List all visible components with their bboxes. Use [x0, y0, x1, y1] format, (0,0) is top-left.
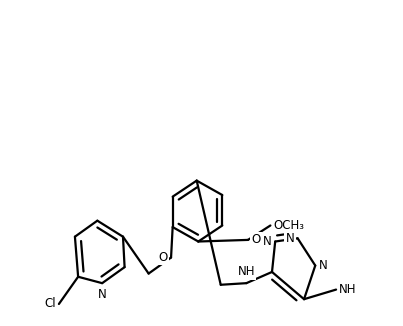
Text: N: N: [318, 259, 327, 272]
Text: NH: NH: [238, 265, 255, 278]
Text: O: O: [251, 233, 260, 246]
Text: N: N: [98, 288, 106, 301]
Text: OCH₃: OCH₃: [274, 219, 305, 232]
Text: N: N: [286, 232, 295, 245]
Text: NH: NH: [339, 283, 357, 296]
Text: Cl: Cl: [44, 298, 56, 310]
Text: O: O: [159, 251, 168, 264]
Text: N: N: [263, 235, 272, 248]
